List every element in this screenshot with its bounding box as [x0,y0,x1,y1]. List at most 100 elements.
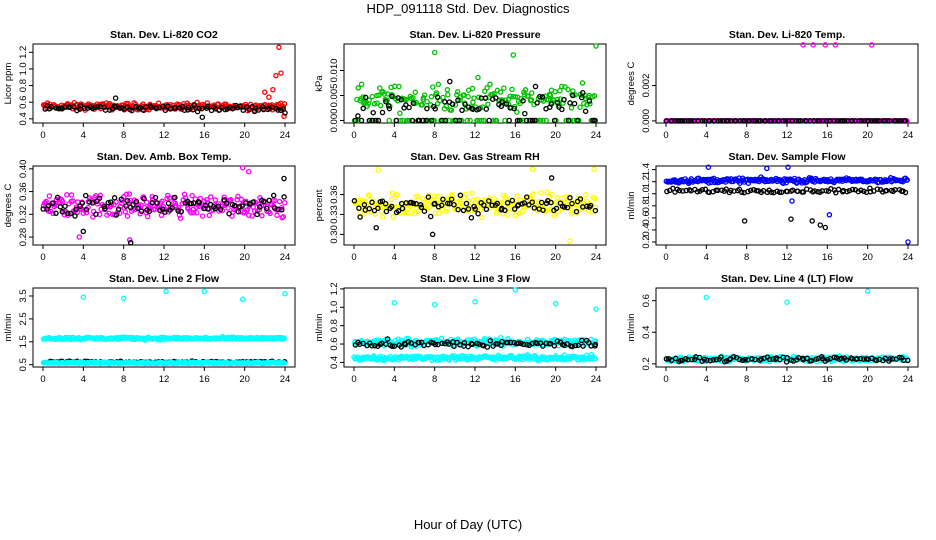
data-point [190,200,197,206]
data-point [551,117,558,124]
data-point-outlier [375,167,381,173]
data-point [379,109,386,116]
data-point [486,117,492,124]
data-point-outlier [266,94,272,100]
data-point [406,117,413,124]
data-point [808,358,815,364]
data-point [83,206,90,213]
data-point [395,208,402,214]
data-point [482,95,489,101]
x-tick-label: 20 [239,130,250,141]
data-point [239,203,245,209]
chart-title: Stan. Dev. Line 3 Flow [420,273,531,285]
data-point [766,358,773,365]
data-point [577,196,584,202]
data-point [77,103,84,109]
data-point [377,85,383,91]
data-point [221,194,227,200]
data-point [366,117,373,124]
data-point [454,92,460,98]
data-point [457,192,464,199]
data-point [175,205,182,211]
data-point [281,199,288,206]
data-point [579,80,586,86]
data-point-outlier [201,288,208,295]
data-point [386,105,393,112]
data-point [410,100,417,106]
data-point [478,214,485,221]
data-point [896,118,902,124]
data-point [417,202,424,208]
data-point [149,200,156,206]
data-point [795,188,801,194]
data-point [766,356,773,363]
data-point [363,202,370,208]
plot-frame [32,287,296,368]
data-point [549,191,555,198]
data-point [523,194,530,200]
data-point [483,206,490,213]
data-point [178,208,184,215]
data-point [421,342,427,349]
data-point [212,197,219,203]
data-point [207,194,214,200]
x-tick-label: 0 [351,252,356,263]
data-point [393,117,399,124]
y-tick-label: 0.36 [18,182,29,201]
data-point [718,354,724,360]
data-point [835,186,842,193]
data-point [440,196,446,203]
data-point [404,210,411,216]
data-point [679,118,686,124]
data-point [569,200,575,207]
data-point [522,110,528,117]
data-point [237,103,243,109]
data-point [782,118,789,124]
data-point [462,101,468,108]
data-point [534,117,541,124]
data-point [435,81,442,88]
data-point [266,105,272,111]
x-tick-label: 0 [351,130,356,141]
x-tick-label: 24 [591,130,602,141]
x-tick-label: 20 [862,374,873,385]
data-point [45,203,52,209]
data-point [196,200,202,206]
data-point [162,107,169,114]
y-tick-label: 2.5 [18,312,29,325]
y-tick-label: 0.6 [329,337,340,350]
data-point [130,201,136,208]
data-point [190,106,196,113]
data-point [386,117,392,124]
data-point [531,205,538,211]
data-point [189,192,195,199]
data-point-outlier [512,287,519,293]
data-point [389,343,395,350]
data-point [881,118,888,124]
x-tick-label: 12 [782,374,793,385]
data-points [663,288,911,365]
data-point [79,200,86,206]
chart-title: Stan. Dev. Li-820 Pressure [409,29,540,41]
data-point [820,118,826,124]
data-point [904,357,911,364]
data-point [389,93,395,100]
data-point [172,200,179,207]
data-point [543,117,549,124]
data-point [780,118,786,124]
data-point [383,98,389,105]
data-point [70,103,77,110]
y-axis-label: kPa [314,75,325,92]
data-point [454,89,461,95]
data-point [409,117,416,124]
data-point [522,87,529,93]
data-point-outlier [282,290,288,297]
data-point-outlier [76,234,83,240]
data-point [408,209,415,216]
data-point [398,344,404,350]
data-point [413,99,419,106]
data-points [351,287,599,364]
data-point [421,208,428,214]
data-point [587,202,594,209]
data-point [382,200,389,207]
